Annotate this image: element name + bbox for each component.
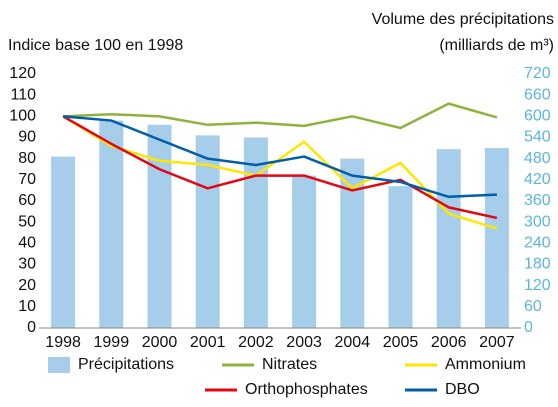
x-tick-label: 2001: [190, 334, 226, 351]
bar: [99, 120, 124, 328]
x-tick-label: 2004: [335, 334, 371, 351]
y2-tick-label: 60: [524, 298, 542, 315]
y2-tick-label: 300: [524, 213, 551, 230]
x-tick-label: 2000: [142, 334, 178, 351]
bar: [51, 156, 76, 328]
y-tick-label: 80: [18, 150, 36, 167]
y2-tick-label: 360: [524, 192, 551, 209]
y-tick-label: 120: [9, 65, 36, 82]
y2-tick-label: 600: [524, 108, 551, 125]
y-tick-label: 20: [18, 277, 36, 294]
x-tick-label: 2006: [431, 334, 467, 351]
x-tick-label: 2007: [479, 334, 515, 351]
line: [62, 115, 497, 199]
y-tick-label: 70: [18, 171, 36, 188]
line: [63, 102, 498, 130]
chart-title: Volume des précipitations: [372, 11, 554, 28]
y-tick-label: 10: [18, 298, 36, 315]
y2-tick-label: 240: [524, 235, 551, 252]
y2-tick-label: 120: [524, 277, 551, 294]
y2-tick-label: 480: [524, 150, 551, 167]
x-tick-label: 2002: [238, 334, 274, 351]
y-axis-label: Indice base 100 en 1998: [8, 37, 183, 54]
y-tick-label: 0: [27, 319, 36, 336]
y-tick-label: 60: [18, 192, 36, 209]
legend-label: Ammonium: [445, 356, 526, 373]
y2-tick-label: 180: [524, 256, 551, 273]
bar: [147, 124, 172, 328]
legend-label: DBO: [445, 381, 480, 398]
y-tick-label: 90: [18, 129, 36, 146]
y-tick-label: 100: [9, 108, 36, 125]
y2-tick-label: 420: [524, 171, 551, 188]
y-tick-label: 50: [18, 213, 36, 230]
legend-swatch: [48, 357, 70, 373]
bar: [388, 186, 413, 328]
chart-subtitle: (milliards de m³): [439, 37, 554, 54]
x-tick-label: 2003: [286, 334, 322, 351]
x-tick-label: 1999: [94, 334, 130, 351]
legend-label: Orthophosphates: [245, 381, 368, 398]
y-tick-label: 40: [18, 235, 36, 252]
bar: [436, 149, 461, 328]
x-tick-label: 1998: [45, 334, 81, 351]
bar: [484, 148, 509, 328]
y2-tick-label: 660: [524, 86, 551, 103]
y2-tick-label: 720: [524, 65, 551, 82]
bar: [292, 175, 317, 328]
legend-label: Précipitations: [78, 356, 174, 373]
line: [62, 115, 498, 220]
line: [62, 115, 498, 230]
y2-tick-label: 540: [524, 129, 551, 146]
legend-label: Nitrates: [262, 356, 317, 373]
y-tick-label: 110: [10, 86, 36, 103]
y2-tick-label: 0: [524, 319, 533, 336]
y-tick-label: 30: [18, 256, 36, 273]
x-tick-label: 2005: [383, 334, 419, 351]
